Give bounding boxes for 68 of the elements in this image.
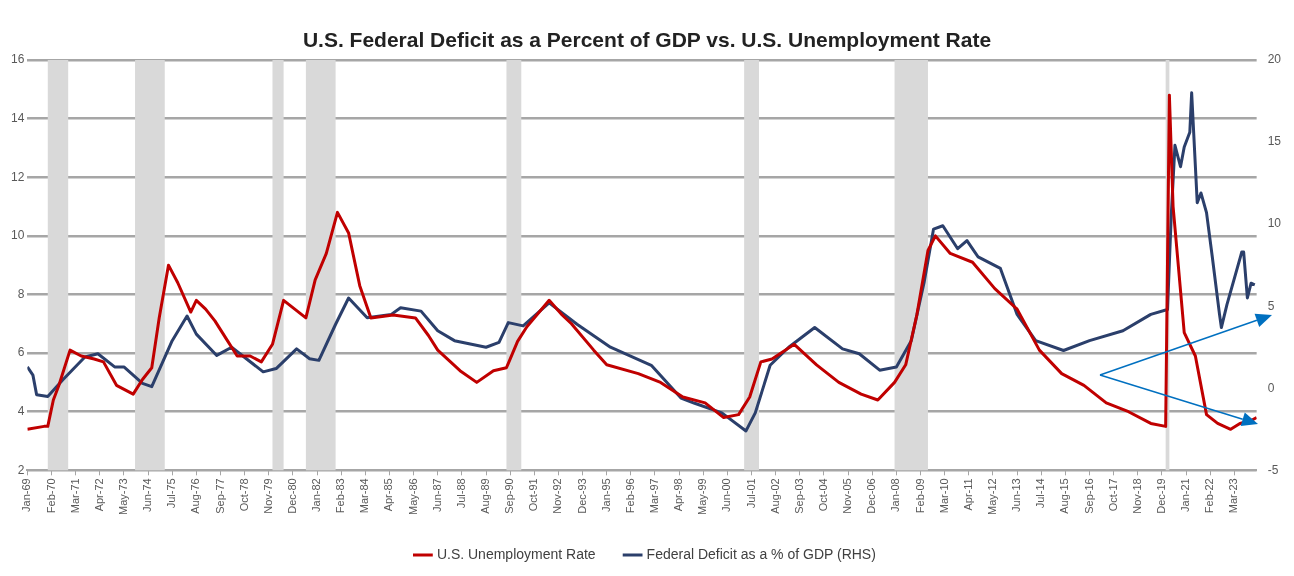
x-tick-label: Oct-91 bbox=[527, 478, 540, 512]
x-tick-label: Mar-97 bbox=[648, 478, 661, 514]
x-tick-label: Jul-75 bbox=[165, 478, 178, 509]
y-tick-label: 8 bbox=[17, 286, 25, 301]
x-tick-label: Dec-80 bbox=[285, 478, 298, 514]
x-tick-label: Feb-70 bbox=[44, 478, 57, 514]
x-tick-label: Feb-96 bbox=[623, 478, 636, 514]
x-tick-label: Oct-78 bbox=[237, 478, 250, 512]
y2-tick-label: 15 bbox=[1267, 134, 1282, 149]
x-tick-label: Apr-72 bbox=[92, 478, 105, 512]
x-tick-label: Jan-69 bbox=[20, 478, 33, 512]
x-tick-label: Sep-16 bbox=[1082, 478, 1095, 514]
x-tick-label: Nov-92 bbox=[551, 478, 564, 514]
x-tick-label: Nov-79 bbox=[261, 478, 274, 514]
x-tick-label: Dec-93 bbox=[575, 478, 588, 514]
x-tick-label: Apr-11 bbox=[961, 478, 974, 511]
x-tick-label: Jul-88 bbox=[454, 478, 467, 509]
y2-tick-label: 20 bbox=[1267, 52, 1282, 67]
y-tick-label: 14 bbox=[10, 110, 25, 125]
x-tick-label: Nov-05 bbox=[841, 478, 854, 514]
x-tick-label: Aug-76 bbox=[189, 478, 202, 514]
x-tick-label: Jan-08 bbox=[889, 478, 902, 512]
y2-tick-label: 0 bbox=[1267, 380, 1275, 395]
x-tick-label: Aug-02 bbox=[768, 478, 781, 514]
x-tick-label: May-99 bbox=[696, 478, 709, 516]
x-tick-label: Mar-71 bbox=[68, 478, 81, 514]
x-tick-label: Aug-15 bbox=[1058, 478, 1071, 514]
x-tick-label: Feb-09 bbox=[913, 478, 926, 514]
x-tick-label: Oct-04 bbox=[817, 478, 830, 512]
x-tick-label: Jun-74 bbox=[141, 478, 154, 512]
x-tick-label: Aug-89 bbox=[479, 478, 492, 514]
y-tick-label: 16 bbox=[10, 52, 25, 67]
x-tick-label: Jul-14 bbox=[1034, 478, 1047, 509]
x-tick-label: Jan-82 bbox=[310, 478, 323, 512]
x-tick-label: Sep-90 bbox=[503, 478, 516, 514]
legend-label: U.S. Unemployment Rate bbox=[436, 545, 596, 562]
y-tick-label: 2 bbox=[17, 462, 25, 477]
y-tick-label: 10 bbox=[10, 228, 25, 243]
x-tick-label: May-73 bbox=[116, 478, 129, 516]
x-tick-label: Feb-22 bbox=[1203, 478, 1216, 514]
x-tick-label: Mar-10 bbox=[937, 478, 950, 514]
x-tick-label: May-86 bbox=[406, 478, 419, 516]
y2-tick-label: 5 bbox=[1267, 298, 1275, 313]
y-tick-label: 4 bbox=[17, 404, 25, 419]
y2-tick-label: 10 bbox=[1267, 216, 1282, 231]
x-tick-label: Apr-85 bbox=[382, 478, 395, 512]
x-tick-label: Jun-13 bbox=[1010, 478, 1023, 512]
x-tick-label: Apr-98 bbox=[672, 478, 685, 512]
x-tick-label: Jan-21 bbox=[1179, 478, 1192, 512]
x-tick-label: Jan-95 bbox=[599, 478, 612, 512]
x-tick-label: Mar-23 bbox=[1227, 478, 1240, 514]
x-tick-label: Dec-19 bbox=[1154, 478, 1167, 514]
x-tick-label: Mar-84 bbox=[358, 478, 371, 514]
x-tick-label: Jun-00 bbox=[720, 478, 733, 512]
x-tick-label: Jul-01 bbox=[744, 478, 757, 509]
x-tick-label: Jun-87 bbox=[430, 478, 443, 512]
x-tick-label: Oct-17 bbox=[1106, 478, 1119, 512]
x-tick-label: Sep-03 bbox=[792, 478, 805, 514]
y2-tick-label: -5 bbox=[1267, 462, 1279, 477]
y-tick-label: 12 bbox=[10, 169, 25, 184]
x-tick-label: May-12 bbox=[986, 478, 998, 516]
x-tick-label: Feb-83 bbox=[334, 478, 347, 514]
legend-label: Federal Deficit as a % of GDP (RHS) bbox=[646, 545, 876, 562]
chart-title: U.S. Federal Deficit as a Percent of GDP vs. U.S. Unemployment Rate bbox=[301, 28, 993, 52]
x-tick-label: Sep-77 bbox=[213, 478, 226, 514]
x-tick-label: Dec-06 bbox=[865, 478, 878, 514]
x-tick-label: Nov-18 bbox=[1130, 478, 1143, 514]
y-tick-label: 6 bbox=[17, 345, 25, 360]
